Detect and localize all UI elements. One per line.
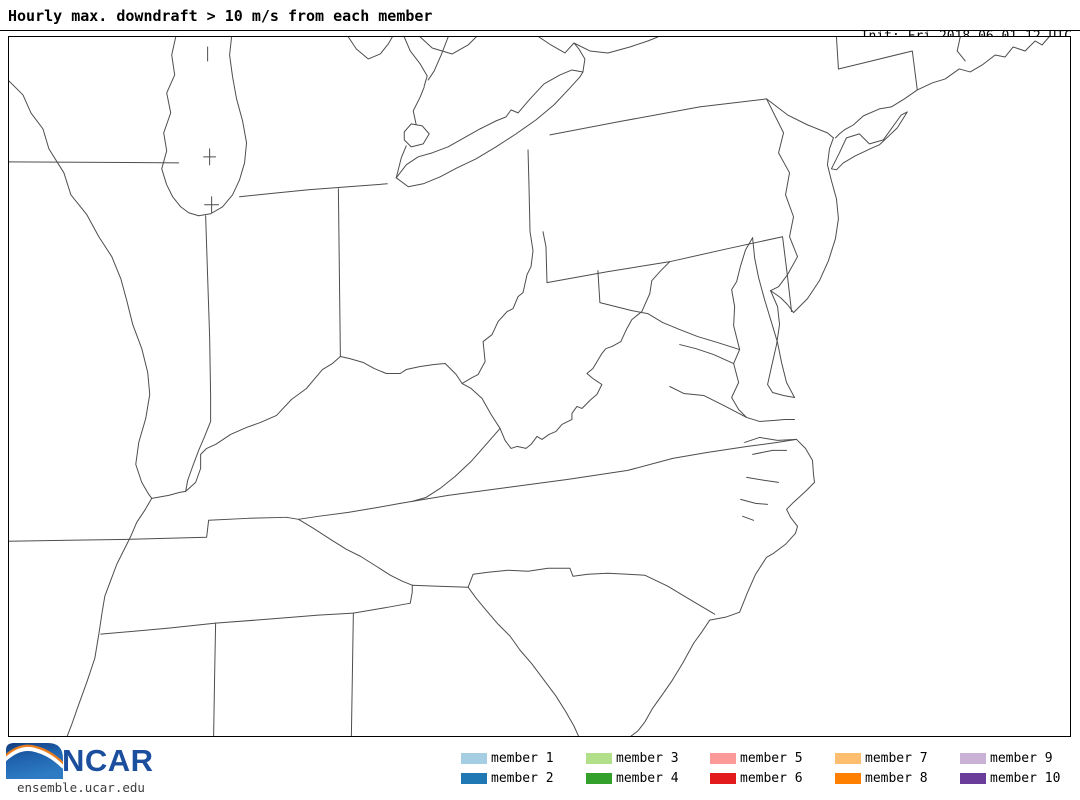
legend-label: member 6 [740,771,803,786]
kentucky-tennessee-border [9,516,287,542]
legend-label: member 7 [865,751,928,766]
lake-erie-north-shore [395,69,584,179]
new-england-borders [835,37,966,91]
lake-michigan-east-shore [198,37,248,217]
mississippi-alabama-border [213,622,217,736]
legend-label: member 9 [990,751,1053,766]
site-url: ensemble.ucar.edu [17,780,145,795]
legend-swatch [710,773,736,784]
logo-swoosh-orange [6,744,63,765]
wv-panhandle-east [542,231,548,284]
legend-swatch [835,753,861,764]
new-england-coast [916,37,1050,91]
plot-title: Hourly max. downdraft > 10 m/s from each… [8,7,433,25]
lake-st-clair [395,86,430,179]
graticule-ticks [203,46,220,214]
potomac-river [597,270,741,351]
ohio-wv-pa-river-border [461,149,534,385]
tennessee-south-border [100,602,411,635]
pennsylvania-newyork-border [549,98,768,136]
mississippi-river-upper [9,80,153,499]
legend-label: member 10 [990,771,1061,786]
tennessee-virginia-border [285,502,401,520]
legend-swatch [835,773,861,784]
kentucky-westvirginia-border [461,383,501,429]
kentucky-virginia-border [411,427,501,502]
carolina-atlantic-coast [630,438,815,736]
james-river [669,386,748,418]
delaware-river-border [766,98,799,292]
georgia-northcarolina-border [409,584,469,604]
legend-swatch [960,753,986,764]
michigan-south-border [239,183,388,198]
newyork-newjersey-border [766,98,834,139]
map-frame [8,36,1071,737]
delaware-maryland-border [782,236,793,313]
pamlico-albemarle-sounds [740,436,798,521]
header-divider [0,30,1080,31]
legend-label: member 1 [491,751,554,766]
ncar-logo-text: NCAR [62,743,154,778]
chesapeake-bay-east-shore [752,237,796,398]
illinois-indiana-border [185,215,212,492]
legend-label: member 4 [616,771,679,786]
ohio-river [151,356,463,499]
legend-label: member 5 [740,751,803,766]
mississippi-river-lower [66,497,153,736]
alabama-georgia-border [350,612,354,736]
map-canvas [9,37,1050,736]
legend-swatch [461,773,487,784]
rappahannock-river [679,344,735,365]
legend-swatch [586,773,612,784]
tennessee-northcarolina-border [297,518,413,586]
legend-swatch [586,753,612,764]
lake-erie-south-shore [395,71,584,188]
long-island [830,111,908,171]
logo-swoosh-white [6,746,63,769]
mason-dixon-line [546,236,784,284]
lake-michigan-west-shore [161,37,200,217]
chesapeake-bay-west-shore [731,237,796,422]
niagara-lake-ontario [419,37,659,73]
delmarva-atlantic-coast [767,290,796,398]
virginia-northcarolina-border [399,438,798,504]
newjersey-coast [770,137,839,314]
legend-swatch [461,753,487,764]
legend-label: member 8 [865,771,928,786]
indiana-ohio-border [337,188,341,358]
legend-swatch [960,773,986,784]
legend-label: member 2 [491,771,554,786]
legend-swatch [710,753,736,764]
northcarolina-southcarolina-border [467,567,716,615]
wisconsin-illinois-border [9,161,180,164]
ncar-logo-icon [6,743,63,779]
lake-huron-shore [347,37,449,87]
savannah-river-border [467,586,580,736]
legend-label: member 3 [616,751,679,766]
westvirginia-virginia-border [499,261,671,449]
connecticut-coast [834,89,918,139]
